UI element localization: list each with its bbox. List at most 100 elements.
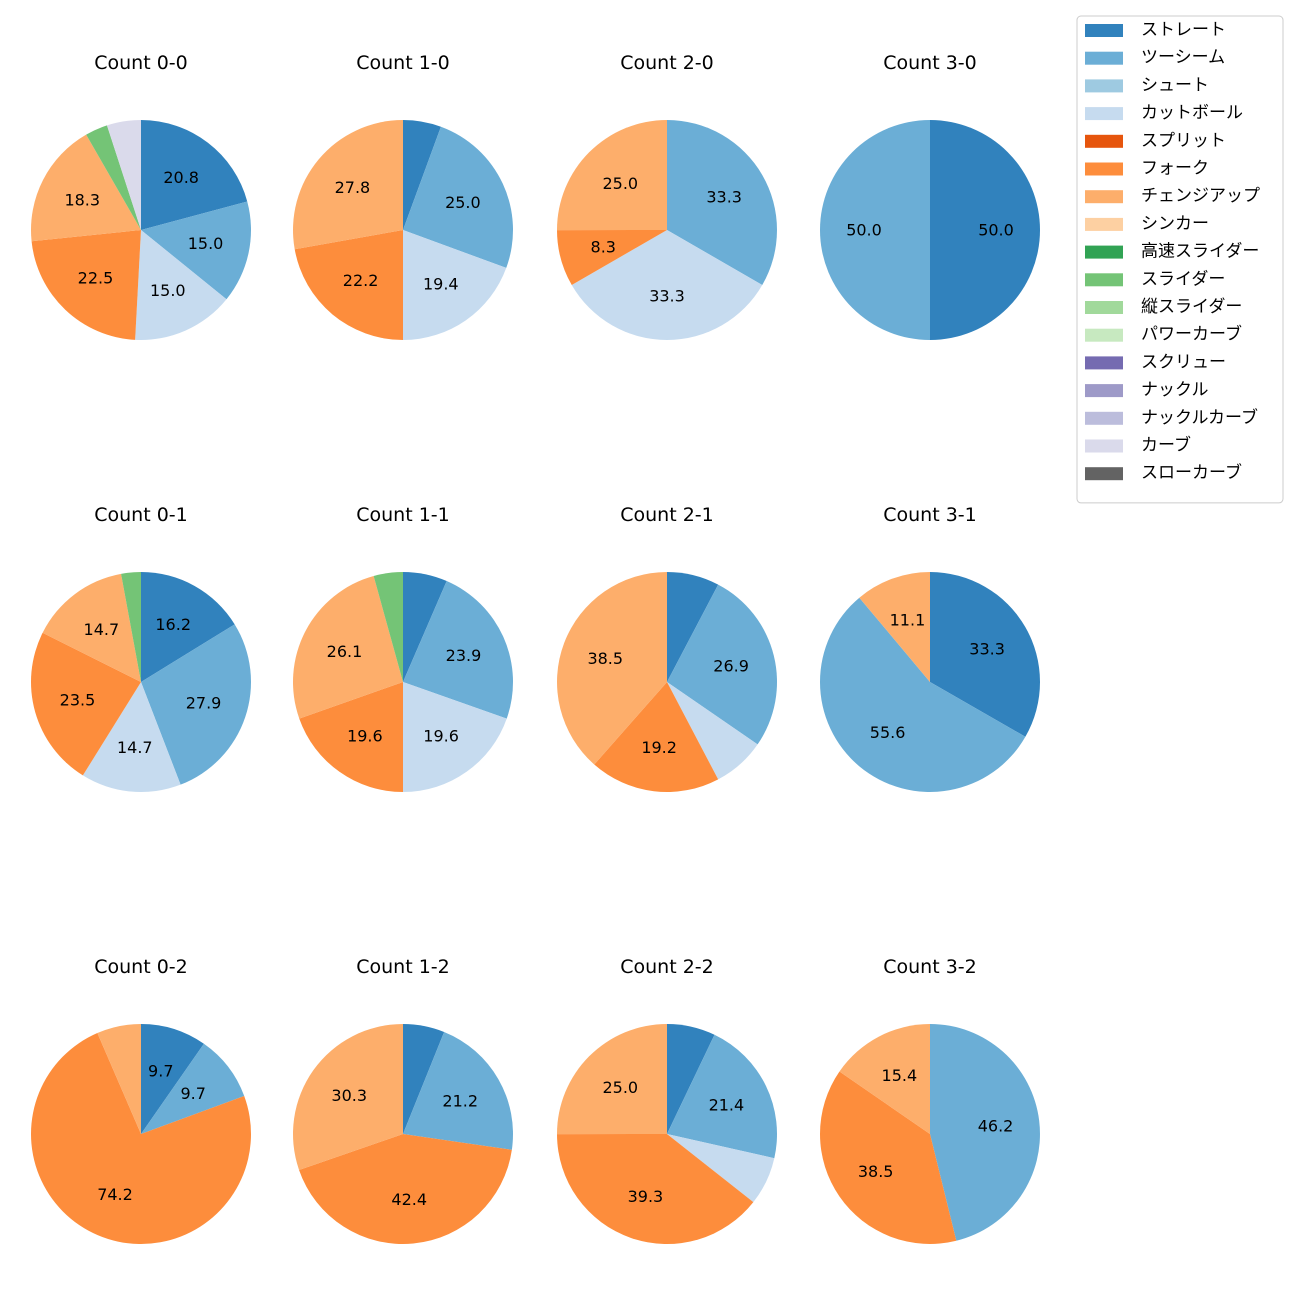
legend-swatch [1085,467,1123,481]
pie-slice [141,1024,204,1134]
legend-swatch [1085,134,1123,148]
pie-slice [141,120,248,230]
slice-label: 27.9 [186,694,222,713]
slice-label: 19.6 [347,726,383,745]
pie-slice [403,120,441,230]
pie-slice [42,573,142,682]
pie-count-3-1: Count 3-1 33.3 55.6 11.1 [820,504,1041,793]
pie-title: Count 0-1 [94,504,188,526]
legend-label: ツーシーム [1141,48,1225,68]
legend-swatch [1085,356,1123,370]
pie-title: Count 2-0 [620,52,714,74]
pie-slice [294,230,403,340]
legend-swatch [1085,411,1123,425]
slice-label: 25.0 [602,174,638,193]
legend-swatch [1085,24,1123,37]
pie-slice [135,230,227,340]
slice-label: 22.2 [343,271,379,290]
pie-count-3-0: Count 3-0 50.0 50.0 [820,52,1040,340]
pie-slice [121,571,141,682]
pie-slice [86,125,141,230]
pie-slice [820,120,930,340]
legend: ストレートツーシームシュートカットボールスプリットフォークチェンジアップシンカー… [1076,15,1284,504]
legend-swatch [1085,273,1123,287]
pie-slice [820,597,1026,793]
slice-label: 25.0 [602,1078,638,1097]
legend-label: チェンジアップ [1141,186,1260,206]
slice-label: 20.8 [163,168,199,187]
legend-swatch [1085,245,1123,259]
pie-slice [403,126,513,268]
pie-title: Count 3-2 [883,956,977,978]
legend-label: 縦スライダー [1141,297,1242,317]
pie-slice [30,134,142,242]
slice-label: 9.7 [181,1084,206,1103]
pie-title: Count 1-0 [356,52,450,74]
pie-slice [141,624,252,785]
pie-title: Count 2-1 [620,504,714,526]
legend-label: ナックル [1141,380,1209,400]
pie-slice [403,682,507,792]
slice-label: 39.3 [628,1187,664,1206]
slice-label: 26.9 [713,657,749,676]
slice-label: 27.8 [335,178,371,197]
pie-count-0-0: Count 0-0 20.8 15.0 15.0 22.5 18.3 [30,52,252,340]
pie-slice [556,120,667,231]
pie-count-2-0: Count 2-0 33.3 33.3 8.3 25.0 [556,52,777,340]
pie-slice [403,581,514,719]
pie-slice [141,201,252,300]
slice-label: 16.2 [155,615,191,634]
legend-swatch [1085,190,1123,204]
pie-slice [292,575,403,719]
pie-slice [403,572,447,682]
pies-layer: Count 0-0 20.8 15.0 15.0 22.5 18.3 Count 1-0 25… [30,52,1041,1245]
legend-label: フォーク [1141,159,1209,179]
pie-slice [594,682,719,793]
slice-label: 19.2 [641,738,677,757]
slice-label: 14.7 [84,620,120,639]
pie-title: Count 1-2 [356,956,450,978]
pie-slice [403,1031,513,1150]
pie-slice [30,1033,251,1245]
pie-slice [859,572,930,682]
slice-label: 15.4 [882,1066,918,1085]
pie-slice [292,1023,403,1170]
legend-swatch [1085,301,1123,314]
legend-label: ナックルカーブ [1141,407,1258,428]
pie-slice [667,682,758,780]
pie-slice [556,1024,667,1135]
pie-slice [557,230,667,285]
slice-label: 11.1 [890,610,926,629]
slice-label: 50.0 [978,221,1014,240]
slice-label: 74.2 [97,1185,133,1204]
legend-swatch [1085,79,1123,93]
pie-slice [30,632,141,776]
slice-label: 50.0 [846,221,882,240]
legend-frame [1076,15,1284,504]
slice-label: 19.4 [423,275,459,294]
pie-slice [97,1024,141,1134]
slice-label: 15.0 [150,281,186,300]
slice-label: 38.5 [858,1162,894,1181]
pie-slice [141,572,235,682]
pie-slice [373,572,403,682]
pie-slice [930,120,1040,340]
pie-slice [667,572,719,682]
slice-label: 38.5 [587,649,623,668]
legend-label: スクリュー [1141,352,1226,372]
legend-label: スライダー [1141,269,1225,289]
legend-label: カーブ [1141,435,1191,456]
pie-count-2-2: Count 2-2 21.4 39.3 25.0 [556,956,778,1245]
legend-swatch [1085,217,1123,231]
pie-count-1-1: Count 1-1 23.9 19.6 19.6 26.1 [292,504,514,792]
pie-slice [667,1134,775,1203]
legend-label: シンカー [1141,214,1209,234]
pie-slice [31,230,141,340]
pie-slice [930,572,1041,737]
pie-slice [82,682,181,793]
legend-swatch [1085,439,1123,453]
pie-title: Count 0-2 [94,956,188,978]
pie-slice [141,1043,245,1134]
legend-label: 高速スライダー [1141,242,1259,262]
